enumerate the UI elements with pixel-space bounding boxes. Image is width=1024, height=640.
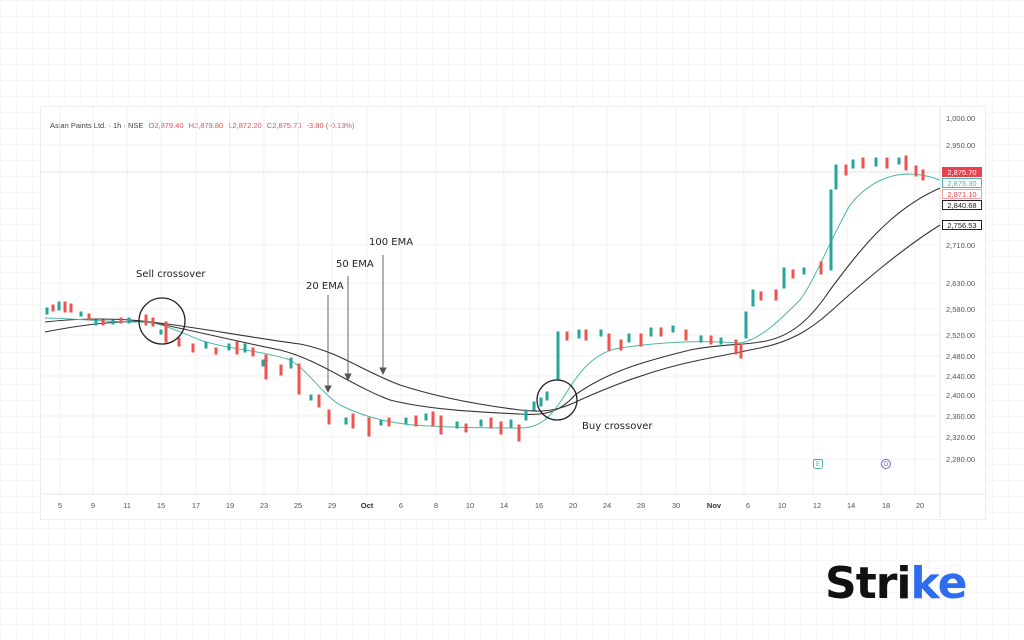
x-tick: 30: [671, 501, 681, 510]
ema100-label: 100 EMA: [369, 237, 414, 248]
strike-logo: Strike: [825, 558, 968, 609]
ema50-line[interactable]: [44, 187, 941, 416]
change-value: -3.80 (-0.13%): [306, 121, 355, 130]
x-tick: 6: [398, 501, 404, 510]
buy-crossover-circle: [536, 379, 578, 421]
x-tick: 6: [745, 501, 751, 510]
x-tick: 11: [123, 501, 131, 510]
x-tick: 25: [293, 501, 303, 510]
x-tick: 14: [846, 501, 856, 510]
buy-crossover-label: Buy crossover: [582, 421, 653, 432]
y-tick: 2,400.00: [946, 391, 976, 400]
candlesticks: [45, 155, 925, 442]
y-tick: 2,480.00: [946, 352, 976, 361]
logo-text: Stri: [825, 558, 912, 609]
y-tick: 2,440.00: [946, 372, 976, 381]
x-tick: 29: [327, 501, 337, 510]
ema20-line[interactable]: [44, 173, 941, 429]
y-tick: 2,520.00: [946, 331, 976, 340]
symbol-name: Asian Paints Ltd. · 1h · NSE: [50, 121, 144, 130]
y-tick: 1,000.00: [946, 114, 976, 123]
high-value: H2,879.80: [188, 121, 224, 130]
x-tick: 14: [499, 501, 509, 510]
ema50-label: 50 EMA: [336, 259, 374, 270]
ema20-label: 20 EMA: [306, 281, 344, 292]
x-tick: 18: [881, 501, 891, 510]
low-value: L2,872.20: [228, 121, 262, 130]
y-tick: 2,320.00: [946, 433, 976, 442]
ema100-price-tag: 2,756.53: [942, 220, 982, 230]
x-tick: 20: [915, 501, 925, 510]
x-tick: 16: [534, 501, 544, 510]
earnings-event-icon[interactable]: E: [813, 459, 823, 469]
close-value: C2,875.70: [266, 121, 302, 130]
x-tick: 5: [57, 501, 63, 510]
x-tick: 28: [636, 501, 646, 510]
y-tick: 2,280.00: [946, 455, 976, 464]
y-tick: 2,950.00: [946, 141, 976, 150]
sell-crossover-label: Sell crossover: [136, 269, 206, 280]
x-tick: 8: [433, 501, 439, 510]
ema-arrows: [324, 255, 387, 394]
x-tick-month: Oct: [360, 501, 374, 510]
y-tick: 2,630.00: [946, 279, 976, 288]
last-price-tag: 2,875.70: [942, 167, 982, 177]
x-tick: 15: [156, 501, 166, 510]
logo-accent-text: ke: [910, 558, 968, 609]
x-tick: 24: [602, 501, 612, 510]
ema100-line[interactable]: [44, 224, 941, 412]
y-tick: 2,580.00: [946, 305, 976, 314]
symbol-legend: Asian Paints Ltd. · 1h · NSE O2,879.40 H…: [50, 121, 354, 130]
sell-crossover-circle: [138, 297, 186, 345]
x-tick: 10: [777, 501, 787, 510]
y-tick: 2,710.00: [946, 241, 976, 250]
open-value: O2,879.40: [148, 121, 184, 130]
y-tick: 2,360.00: [946, 412, 976, 421]
x-tick: 23: [259, 501, 269, 510]
x-tick: 19: [225, 501, 235, 510]
x-tick: 12: [812, 501, 822, 510]
x-tick: 20: [568, 501, 578, 510]
ema50-price-tag: 2,840.68: [942, 200, 982, 210]
x-tick: 9: [90, 501, 96, 510]
chart-gridlines: [41, 107, 940, 494]
ema20-price-tag: 2,875.30: [942, 178, 982, 188]
x-tick: 17: [191, 501, 201, 510]
dividend-event-icon[interactable]: D: [881, 459, 891, 469]
x-tick-month: Nov: [706, 501, 722, 510]
x-tick: 10: [465, 501, 475, 510]
high-price-tag: 2,871.10: [942, 189, 982, 199]
